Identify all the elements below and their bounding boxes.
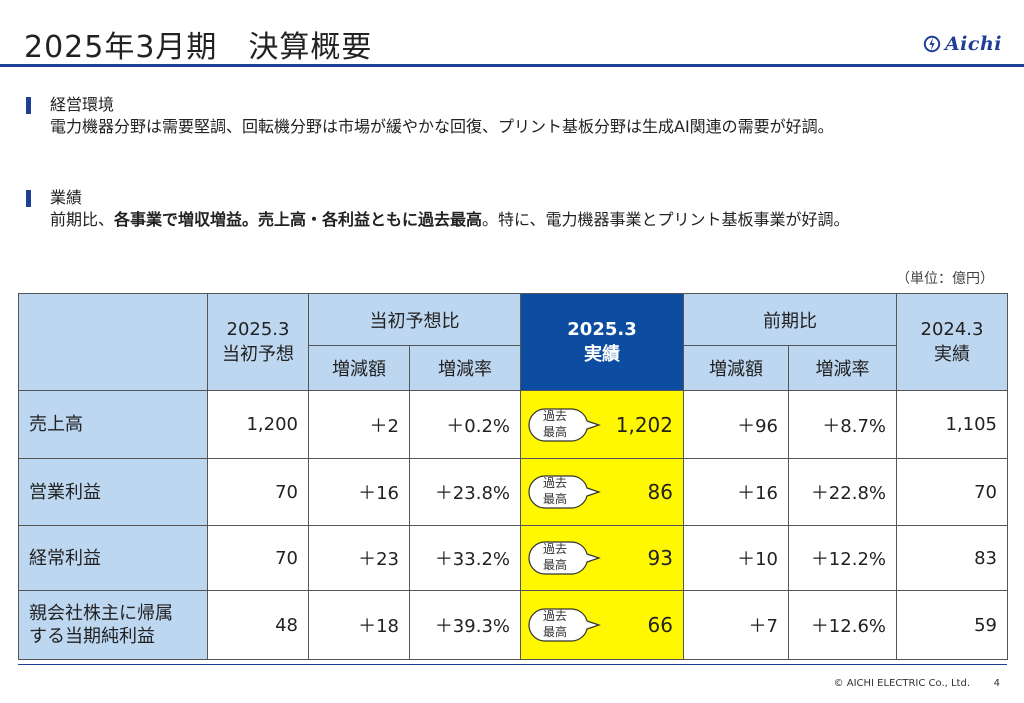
cell-yoy-amount: ＋96: [683, 390, 789, 459]
badge-line: 過去: [542, 408, 567, 423]
company-logo: Aichi: [923, 33, 1002, 55]
cell-prev-actual: 1,105: [896, 390, 1008, 459]
cell-actual: 過去 最高 1,202: [520, 390, 684, 459]
header-line: 実績: [584, 343, 620, 365]
cell-yoy-rate: ＋8.7%: [788, 390, 897, 459]
results-text-1: 前期比、: [50, 210, 115, 229]
header-line: 2025.3: [567, 318, 637, 340]
cell-yoy-amount: ＋10: [683, 525, 789, 591]
row-label-line: 営業利益: [29, 481, 101, 503]
section-business-environment: 経営環境 電力機器分野は需要堅調、回転機分野は市場が緩やかな回復、プリント基板分…: [26, 94, 980, 138]
logo-text: Aichi: [944, 33, 1002, 55]
badge-line: 過去: [542, 609, 567, 623]
section-body: 電力機器分野は需要堅調、回転機分野は市場が緩やかな回復、プリント基板分野は生成A…: [50, 117, 834, 136]
logo-mark-icon: [923, 35, 941, 53]
cell-vs-forecast-rate: ＋0.2%: [409, 390, 521, 459]
badge-line: 最高: [542, 492, 567, 506]
record-high-badge: 過去 最高: [525, 405, 603, 445]
cell-prev-actual: 83: [896, 525, 1008, 591]
badge-line: 最高: [542, 625, 567, 639]
record-high-badge: 過去 最高: [525, 472, 603, 512]
row-label-line: 親会社株主に帰属: [29, 603, 173, 624]
section-bullet: [26, 190, 31, 207]
header-yoy-amount: 増減額: [683, 345, 789, 391]
cell-actual: 過去最高 86: [520, 458, 684, 526]
row-label: 親会社株主に帰属 する当期純利益: [18, 590, 208, 660]
table-corner: [18, 293, 208, 391]
footer-rule: [18, 664, 1007, 665]
header-prev-actual: 2024.3 実績: [896, 293, 1008, 391]
section-heading: 経営環境: [50, 95, 115, 114]
row-label: 売上高: [18, 390, 208, 459]
row-label-line: 経常利益: [29, 547, 101, 569]
cell-forecast: 70: [207, 525, 309, 591]
cell-actual: 過去最高 66: [520, 590, 684, 660]
header-vs-forecast-rate: 増減率: [409, 345, 521, 391]
actual-value: 86: [647, 480, 673, 504]
cell-yoy-amount: ＋16: [683, 458, 789, 526]
cell-yoy-rate: ＋12.2%: [788, 525, 897, 591]
cell-vs-forecast-amount: ＋23: [308, 525, 410, 591]
cell-yoy-amount: ＋7: [683, 590, 789, 660]
copyright: © AICHI ELECTRIC Co., Ltd.: [833, 678, 970, 689]
unit-note: （単位：億円）: [896, 271, 994, 287]
cell-vs-forecast-amount: ＋2: [308, 390, 410, 459]
table-row: 親会社株主に帰属 する当期純利益 48 ＋18 ＋39.3% 過去最高 66 ＋…: [18, 590, 1008, 660]
cell-vs-forecast-rate: ＋23.8%: [409, 458, 521, 526]
actual-value: 93: [647, 546, 673, 570]
cell-vs-forecast-rate: ＋39.3%: [409, 590, 521, 660]
cell-prev-actual: 59: [896, 590, 1008, 660]
cell-actual: 過去最高 93: [520, 525, 684, 591]
section-body: 前期比、各事業で増収増益。売上高・各利益ともに過去最高。特に、電力機器事業とプリ…: [50, 209, 980, 231]
table-row: 営業利益 70 ＋16 ＋23.8% 過去最高 86 ＋16 ＋22.8% 70: [18, 458, 1008, 526]
table-row: 売上高 1,200 ＋2 ＋0.2% 過去 最高 1,202 ＋96 ＋8.7% …: [18, 390, 1008, 459]
header-line: 2025.3: [226, 318, 290, 340]
cell-vs-forecast-rate: ＋33.2%: [409, 525, 521, 591]
header-line: 当初予想: [222, 343, 294, 365]
cell-vs-forecast-amount: ＋18: [308, 590, 410, 660]
section-results: 業績 前期比、各事業で増収増益。売上高・各利益ともに過去最高。特に、電力機器事業…: [26, 187, 980, 231]
cell-vs-forecast-amount: ＋16: [308, 458, 410, 526]
header-initial-forecast: 2025.3 当初予想: [207, 293, 309, 391]
results-table: 2025.3 当初予想 当初予想比 2025.3 実績 前期比 2024.3 実…: [18, 293, 1008, 660]
cell-forecast: 48: [207, 590, 309, 660]
results-text-bold: 各事業で増収増益。売上高・各利益ともに過去最高: [114, 210, 483, 229]
header-yoy: 前期比: [683, 293, 897, 346]
cell-yoy-rate: ＋12.6%: [788, 590, 897, 660]
header-vs-forecast-amount: 増減額: [308, 345, 410, 391]
header-vs-forecast: 当初予想比: [308, 293, 521, 346]
section-heading: 業績: [50, 188, 83, 207]
badge-line: 最高: [542, 558, 567, 572]
page-title: 2025年3月期 決算概要: [24, 30, 373, 65]
header-line: 実績: [934, 343, 970, 365]
actual-value: 1,202: [615, 412, 673, 437]
badge-line: 過去: [542, 542, 567, 556]
title-rule: [0, 64, 1024, 67]
page-number: 4: [993, 678, 1000, 689]
header-actual: 2025.3 実績: [520, 293, 684, 391]
cell-yoy-rate: ＋22.8%: [788, 458, 897, 526]
row-label: 経常利益: [18, 525, 208, 591]
cell-prev-actual: 70: [896, 458, 1008, 526]
header-yoy-rate: 増減率: [788, 345, 897, 391]
row-label-line: 売上高: [29, 414, 83, 435]
actual-value: 66: [647, 613, 673, 637]
table-row: 経常利益 70 ＋23 ＋33.2% 過去最高 93 ＋10 ＋12.2% 83: [18, 525, 1008, 591]
badge-line: 過去: [542, 476, 567, 490]
badge-line: 最高: [542, 424, 567, 439]
header-line: 2024.3: [920, 318, 984, 340]
results-text-2: 。特に、電力機器事業とプリント基板事業が好調。: [482, 210, 850, 229]
section-bullet: [26, 97, 31, 114]
record-high-badge: 過去 最高: [525, 538, 603, 578]
record-high-badge: 過去 最高: [525, 605, 603, 645]
row-label: 営業利益: [18, 458, 208, 526]
cell-forecast: 70: [207, 458, 309, 526]
row-label-line: する当期純利益: [29, 626, 155, 647]
cell-forecast: 1,200: [207, 390, 309, 459]
